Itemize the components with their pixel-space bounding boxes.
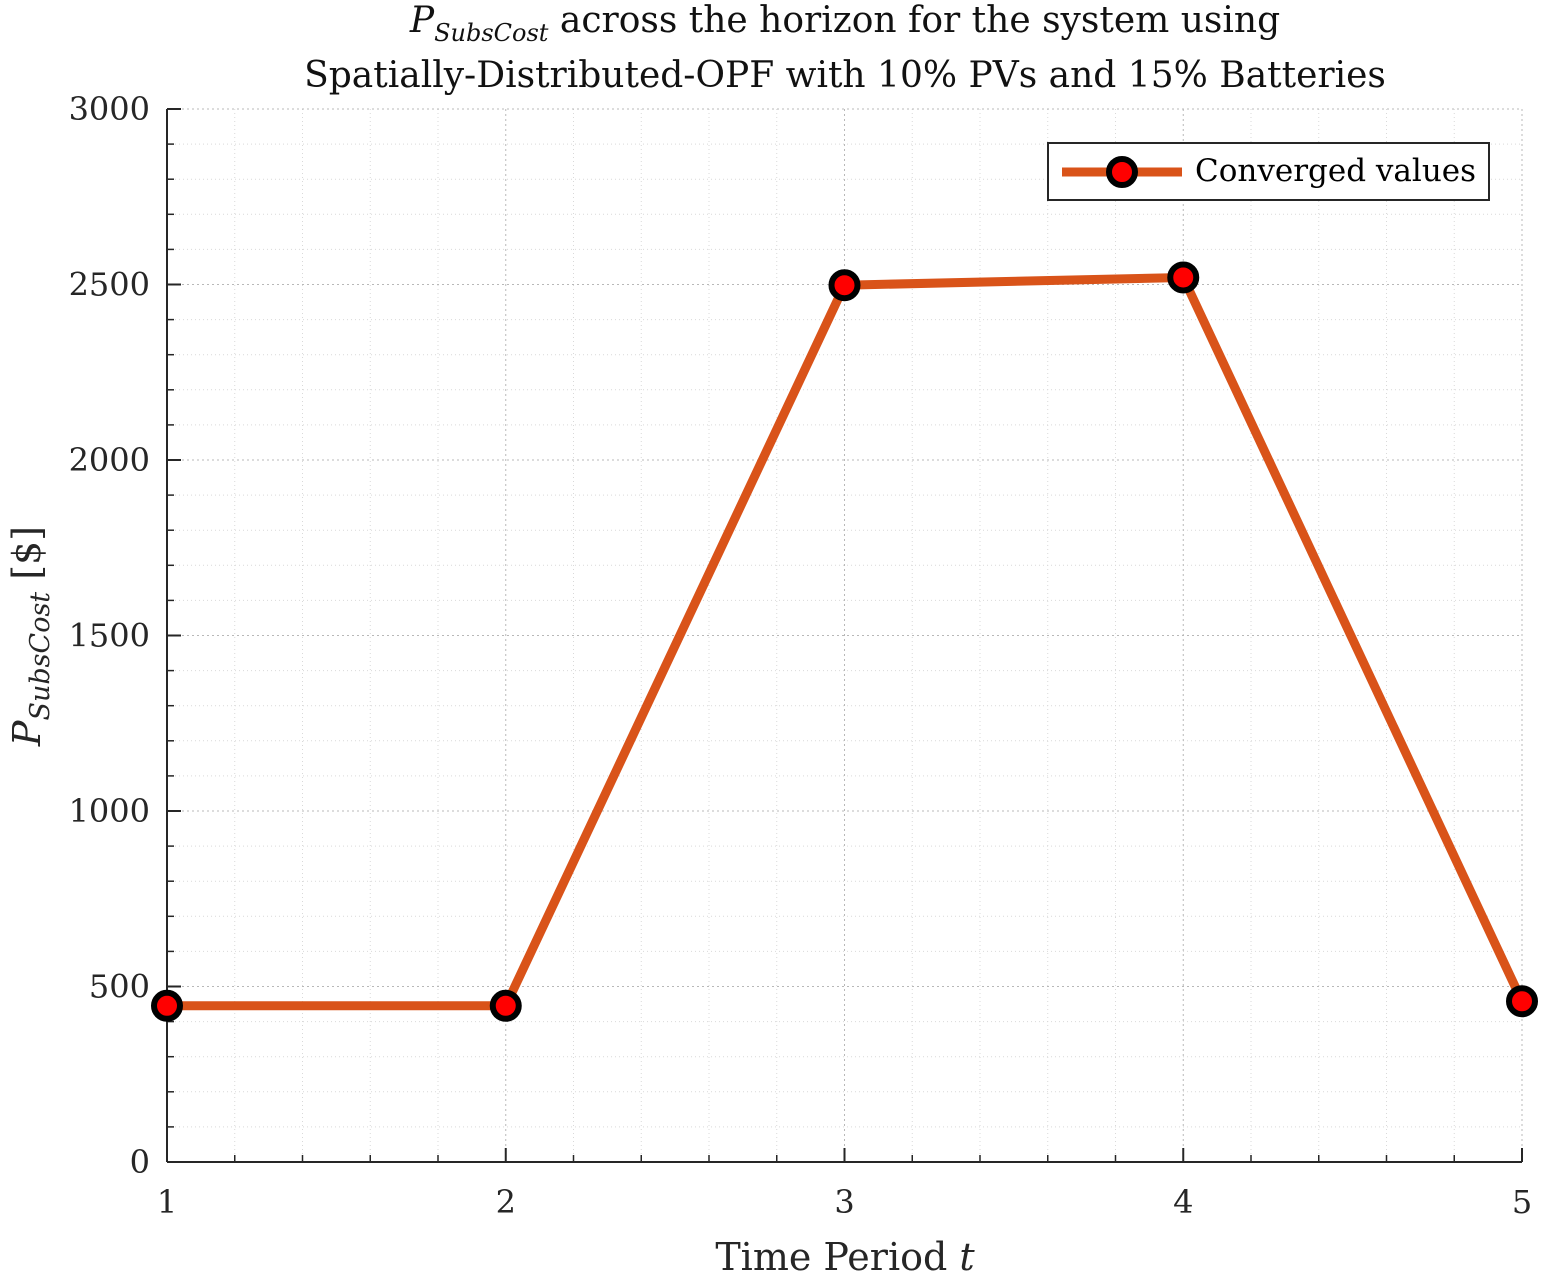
x-tick-label: 4 [1173,1183,1193,1221]
y-tick-label: 2000 [69,441,150,479]
x-tick-label: 1 [157,1183,177,1221]
data-point [151,989,183,1022]
data-point [1506,985,1538,1018]
y-tick-label: 1500 [69,617,150,655]
y-tick-label: 0 [130,1143,150,1181]
chart-title-line1: PSubsCost across the horizon for the sys… [409,0,1280,47]
chart-title-line2: Spatially-Distributed-OPF with 10% PVs a… [304,55,1386,96]
x-tick-label: 2 [496,1183,516,1221]
y-tick-label: 3000 [69,90,150,128]
legend-label: Converged values [1195,153,1476,189]
data-point [1167,261,1200,294]
data-point [489,989,522,1022]
x-tick-labels: 1 2 3 4 5 [157,1183,1532,1221]
y-tick-label: 500 [89,968,150,1006]
series [151,261,1538,1022]
data-point [828,269,861,302]
x-axis-label: Time Period t [715,1235,975,1274]
y-tick-labels: 0 500 1000 1500 2000 2500 3000 [69,90,150,1181]
x-tick-label: 3 [834,1183,854,1221]
y-axis-label: PSubsCost [$] [5,526,56,747]
legend: Converged values [1047,142,1490,201]
legend-marker-swatch [1106,156,1138,188]
x-tick-label: 5 [1512,1183,1532,1221]
y-tick-label: 2500 [69,266,150,304]
y-tick-label: 1000 [69,792,150,830]
